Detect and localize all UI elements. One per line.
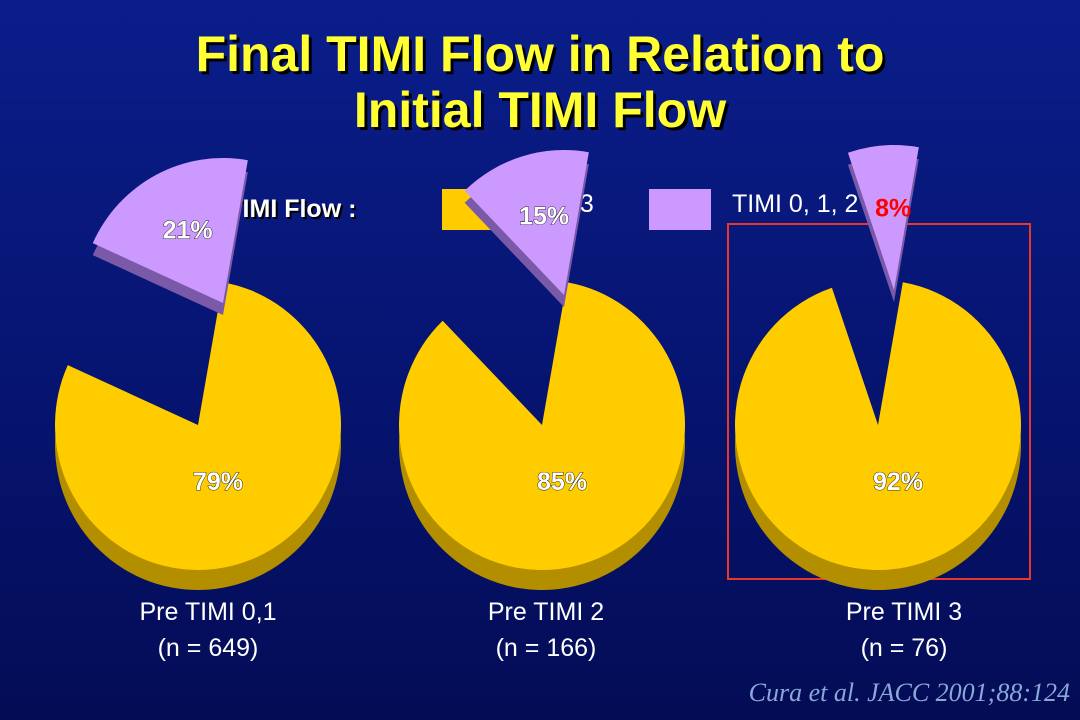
caption-pie-2-line-1: Pre TIMI 2: [487, 598, 605, 626]
pie-3-timi3-label: 92%: [873, 468, 923, 496]
pie-1-timi012-slice: [92, 158, 248, 303]
title-line-1: Final TIMI Flow in Relation to: [195, 26, 885, 82]
title-line-2: Initial TIMI Flow: [353, 82, 727, 138]
legend-label-timi012: TIMI 0, 1, 2: [732, 190, 859, 218]
caption-pie-1: Pre TIMI 0,1 (n = 649): [58, 594, 358, 666]
pie-2-timi3-slice: [399, 282, 685, 570]
caption-pie-1-line-2: (n = 649): [157, 634, 259, 662]
pie-2-timi012-label: 15%: [519, 203, 569, 231]
slide-title: Final TIMI Flow in Relation to Initial T…: [0, 26, 1080, 138]
pie-3-timi012-slice: [847, 145, 919, 290]
pie-2-timi3-label: 85%: [537, 468, 587, 496]
pie-1-timi3-slice: [54, 282, 341, 570]
pie-2-timi012-slice: [464, 150, 589, 295]
citation: Cura et al. JACC 2001;88:124: [748, 678, 1070, 707]
caption-pie-3-line-1: Pre TIMI 3: [845, 598, 963, 626]
pie-3-timi012-label: 8%: [875, 194, 911, 222]
pie-1-timi3-label: 79%: [193, 468, 243, 496]
pie-3-timi3-slice: [735, 282, 1021, 570]
caption-pie-3: Pre TIMI 3 (n = 76): [754, 594, 1054, 666]
pie-1-timi012-label: 21%: [163, 216, 213, 244]
caption-pie-2-line-2: (n = 166): [495, 634, 597, 662]
legend-swatch-timi012: [649, 189, 711, 230]
caption-pie-2: Pre TIMI 2 (n = 166): [396, 594, 696, 666]
caption-pie-1-line-1: Pre TIMI 0,1: [139, 598, 277, 626]
caption-pie-3-line-2: (n = 76): [860, 634, 948, 662]
